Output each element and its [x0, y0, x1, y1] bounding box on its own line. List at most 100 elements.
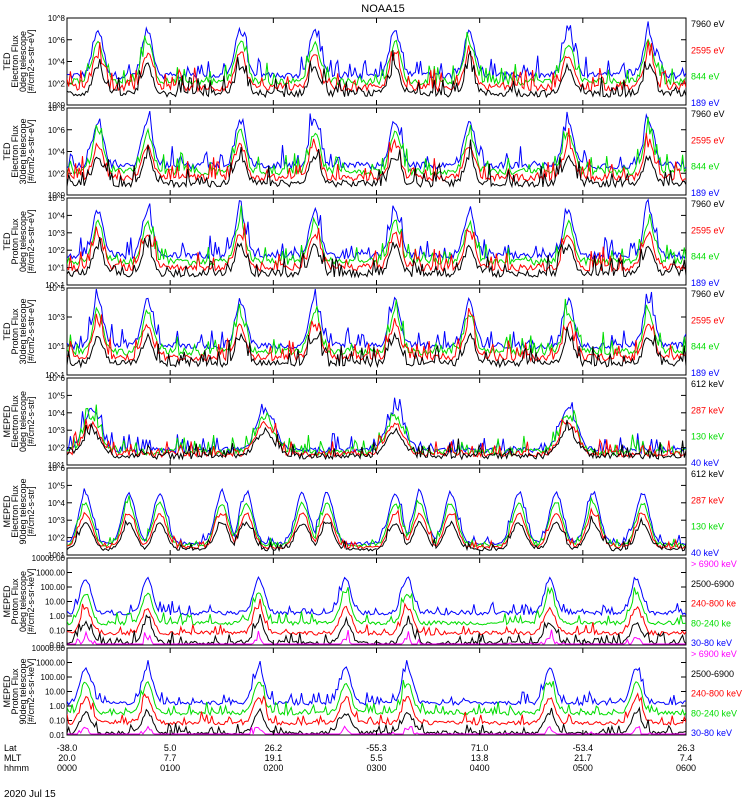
- panel-meped-proton-0deg: 0.01 0.10 1.00 10.00 100.00 1000.00 10000.00 ME…: [2, 554, 737, 650]
- y-axis-label: [#/cm2-s-sr-keV]: [26, 568, 36, 634]
- y-tick-label: 10^4: [48, 211, 66, 220]
- x-tick-label: -38.0: [57, 743, 78, 753]
- x-tick-label: 0500: [573, 763, 593, 773]
- y-axis-label: [#/cm2-s-str-eV]: [26, 119, 36, 183]
- series-line-red: [67, 223, 686, 273]
- y-axis-label: [#/cm2-s-str]: [26, 486, 36, 536]
- series-line-red: [67, 507, 686, 550]
- x-tick-label: 0100: [160, 763, 180, 773]
- x-tick-label: 26.2: [265, 743, 283, 753]
- series-line-black: [67, 234, 686, 279]
- series-line-black: [67, 419, 686, 461]
- y-tick-label: 10.00: [45, 598, 66, 607]
- y-axis-label: MEPED: [2, 495, 12, 528]
- y-tick-label: 10^4: [48, 409, 66, 418]
- y-axis-label: 90deg telescope: [18, 478, 28, 544]
- legend-entry: 189 eV: [691, 188, 720, 198]
- y-axis-label: 0deg telescope: [18, 391, 28, 452]
- y-axis-label: 0deg telescope: [18, 31, 28, 92]
- panel-meped-proton-90deg: 0.01 0.10 1.00 10.00 100.00 1000.00 10000.00 ME…: [2, 644, 742, 740]
- x-tick-label: 20.0: [58, 753, 76, 763]
- x-tick-label: 0200: [263, 763, 283, 773]
- y-tick-label: 10^5: [48, 284, 66, 293]
- legend-entry: 40 keV: [691, 458, 719, 468]
- legend-entry: 7960 eV: [691, 109, 725, 119]
- y-tick-label: 10^6: [48, 36, 66, 45]
- legend-entry: 80-240 keV: [691, 708, 737, 718]
- x-tick-label: -53.4: [573, 743, 594, 753]
- legend-entry: 2595 eV: [691, 315, 725, 325]
- y-tick-label: 10^3: [48, 426, 66, 435]
- y-tick-label: 10^5: [48, 391, 66, 400]
- legend-entry: 240-800 keV: [691, 689, 742, 699]
- series-line-red: [67, 692, 686, 727]
- legend-entry: 189 eV: [691, 98, 720, 108]
- series-line-red: [67, 307, 686, 363]
- legend-entry: 130 keV: [691, 432, 724, 442]
- y-tick-label: 0.10: [49, 717, 65, 726]
- y-tick-label: 10^2: [48, 534, 66, 543]
- panel-frame: [66, 557, 687, 646]
- y-tick-label: 1.00: [49, 612, 65, 621]
- legend-entry: 30-80 keV: [691, 638, 732, 648]
- y-tick-label: 1000.00: [36, 659, 65, 668]
- legend-entry: > 6900 keV: [691, 649, 737, 659]
- legend-entry: 287 keV: [691, 405, 724, 415]
- y-tick-label: 10^0: [48, 101, 66, 110]
- y-tick-label: 0.01: [49, 641, 65, 650]
- y-tick-label: 0.10: [49, 627, 65, 636]
- y-axis-label: Electron Flux: [10, 485, 20, 538]
- y-tick-label: 10^-1: [45, 371, 65, 380]
- y-axis-label: MEPED: [2, 675, 12, 708]
- legend-entry: 7960 eV: [691, 289, 725, 299]
- series-traces: [67, 288, 686, 369]
- x-tick-label: 71.0: [471, 743, 489, 753]
- y-tick-label: 100.00: [41, 673, 66, 682]
- y-tick-label: 10^3: [48, 229, 66, 238]
- x-tick-label: 0000: [57, 763, 77, 773]
- series-traces: [67, 397, 686, 461]
- y-axis-label: [#/cm2-s-sr-keV]: [26, 658, 36, 724]
- y-axis-label: Electron Flux: [10, 395, 20, 448]
- series-line-green: [67, 116, 686, 177]
- y-axis-label: [#/cm2-s-str-eV]: [26, 299, 36, 363]
- x-row-label: hhmm: [4, 763, 29, 773]
- legend-entry: 844 eV: [691, 342, 720, 352]
- y-tick-label: 10^2: [48, 246, 66, 255]
- y-axis-label: Electron Flux: [10, 125, 20, 178]
- x-tick-label: 7.4: [680, 753, 693, 763]
- series-traces: [67, 110, 686, 189]
- y-tick-label: 10^2: [48, 79, 66, 88]
- y-tick-label: 1.00: [49, 702, 65, 711]
- y-axis-label: 0deg telescope: [18, 571, 28, 632]
- series-line-red: [67, 128, 686, 183]
- x-tick-label: 0600: [676, 763, 696, 773]
- x-row-label: Lat: [4, 743, 17, 753]
- legend-entry: 7960 eV: [691, 19, 725, 29]
- panel-frame: [66, 107, 687, 196]
- x-tick-label: 0400: [470, 763, 490, 773]
- y-tick-label: 10^8: [48, 104, 66, 113]
- x-tick-label: 7.7: [164, 753, 177, 763]
- y-tick-label: 10^-1: [45, 281, 65, 290]
- series-line-black: [67, 50, 686, 99]
- legend-entry: 30-80 keV: [691, 728, 732, 738]
- series-traces: [67, 198, 686, 279]
- x-tick-label: 26.3: [677, 743, 695, 753]
- series-line-blue: [67, 397, 686, 455]
- x-tick-label: 0300: [366, 763, 386, 773]
- y-axis-label: Proton Flux: [10, 578, 20, 625]
- series-line-blue: [67, 110, 686, 171]
- y-tick-label: 10^2: [48, 444, 66, 453]
- legend-entry: 7960 eV: [691, 199, 725, 209]
- y-tick-label: 10^6: [48, 374, 66, 383]
- x-tick-label: -55.3: [366, 743, 387, 753]
- y-tick-label: 10^8: [48, 14, 66, 23]
- series-line-green: [67, 31, 686, 87]
- y-tick-label: 10000.00: [32, 554, 66, 563]
- legend-entry: 189 eV: [691, 278, 720, 288]
